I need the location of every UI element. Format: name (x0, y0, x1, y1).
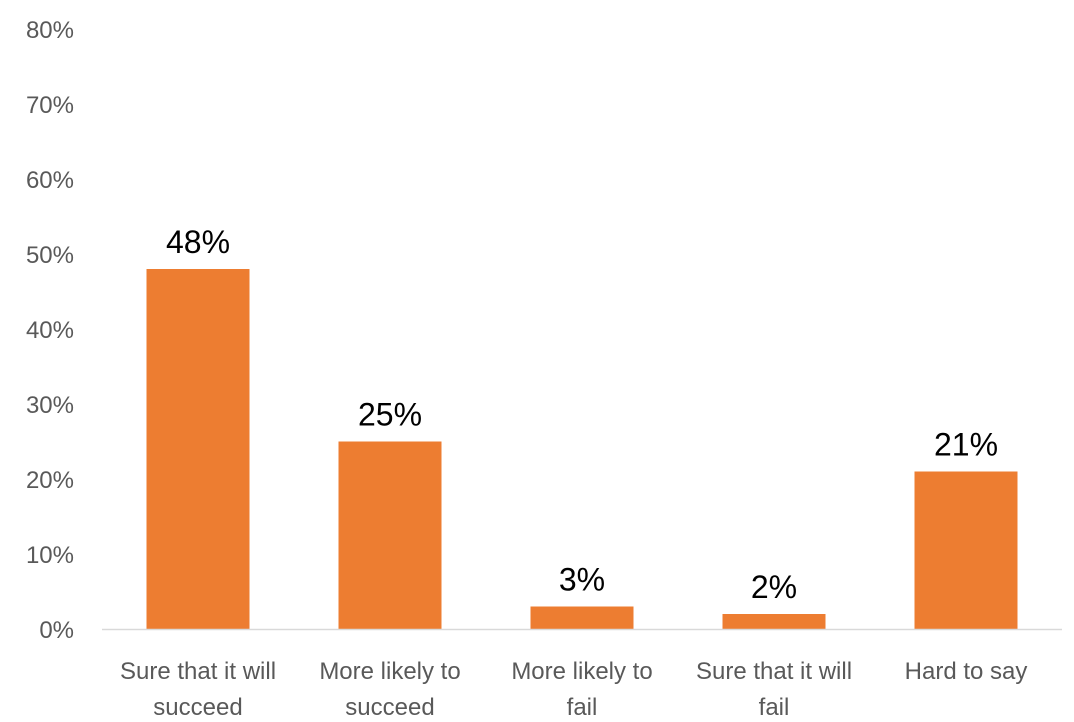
y-tick-label: 40% (26, 317, 74, 344)
y-tick-label: 0% (39, 617, 74, 644)
x-tick-label-line: fail (759, 694, 790, 721)
data-label: 2% (751, 569, 797, 605)
x-tick-label-line: Hard to say (905, 658, 1028, 685)
data-label: 25% (358, 397, 422, 433)
y-tick-label: 60% (26, 167, 74, 194)
y-tick-label: 70% (26, 92, 74, 119)
x-tick-label: More likely to succeed (319, 658, 460, 721)
y-tick-label: 20% (26, 467, 74, 494)
bar (338, 441, 442, 629)
data-labels: 48% 25% 3% 2% 21% (166, 224, 998, 605)
x-tick-label-line: Sure that it will (120, 658, 276, 685)
y-tick-label: 10% (26, 542, 74, 569)
x-tick-label-line: succeed (153, 694, 242, 721)
x-tick-label-line: More likely to (511, 658, 652, 685)
x-tick-label: Sure that it will fail (696, 658, 852, 721)
x-tick-label-line: succeed (345, 694, 434, 721)
y-tick-label: 80% (26, 17, 74, 44)
data-label: 21% (934, 427, 998, 463)
data-label: 3% (559, 562, 605, 598)
bar (722, 614, 826, 629)
x-tick-label-line: Sure that it will (696, 658, 852, 685)
x-tick-label-line: More likely to (319, 658, 460, 685)
bar (146, 269, 250, 629)
x-tick-label: Hard to say (905, 658, 1028, 685)
bar (530, 606, 634, 629)
bars (146, 269, 1018, 629)
x-axis: Sure that it will succeed More likely to su… (120, 658, 1027, 721)
y-axis: 0% 10% 20% 30% 40% 50% 60% 70% 80% (26, 17, 74, 644)
x-tick-label: More likely to fail (511, 658, 652, 721)
bar (914, 471, 1018, 629)
x-tick-label-line: fail (567, 694, 598, 721)
x-tick-label: Sure that it will succeed (120, 658, 276, 721)
data-label: 48% (166, 224, 230, 260)
y-tick-label: 50% (26, 242, 74, 269)
y-tick-label: 30% (26, 392, 74, 419)
